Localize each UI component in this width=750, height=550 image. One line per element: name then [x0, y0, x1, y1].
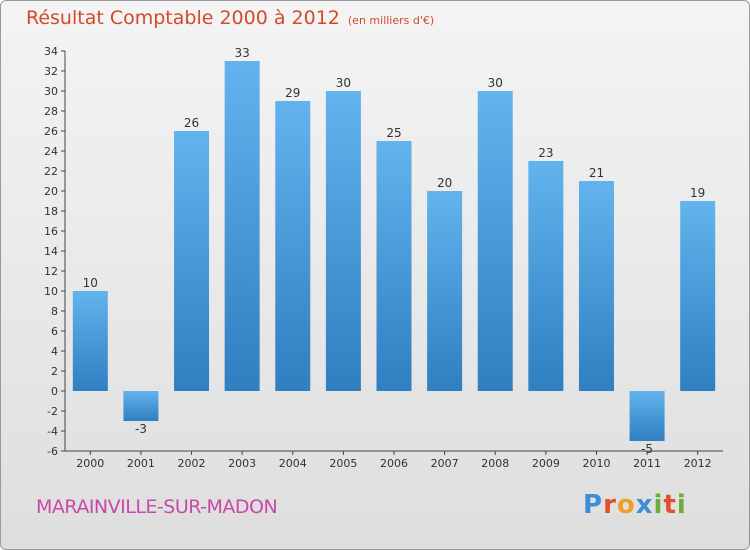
data-label: 25 — [386, 126, 401, 140]
logo-letter: o — [616, 490, 636, 520]
data-label: -3 — [135, 422, 147, 436]
logo-letter: i — [653, 490, 664, 520]
y-tick-label: 24 — [44, 145, 58, 158]
data-label: 26 — [184, 116, 199, 130]
chart-subtitle: (en milliers d'€) — [347, 14, 435, 27]
y-tick-label: 2 — [51, 365, 58, 378]
y-tick-label: 18 — [44, 205, 58, 218]
x-tick-label: 2008 — [481, 457, 509, 470]
logo-letter: t — [663, 490, 677, 520]
y-tick-label: 14 — [44, 245, 58, 258]
x-tick-label: 2001 — [127, 457, 155, 470]
bar — [275, 101, 311, 391]
logo-letter: r — [603, 490, 617, 520]
bar — [224, 61, 260, 391]
data-label: 10 — [83, 276, 98, 290]
y-tick-label: 22 — [44, 165, 58, 178]
logo-letter: i — [676, 490, 687, 520]
data-label: 30 — [336, 76, 351, 90]
data-label: 23 — [538, 146, 553, 160]
data-label: 21 — [589, 166, 604, 180]
y-tick-label: -4 — [47, 425, 58, 438]
x-tick-label: 2009 — [532, 457, 560, 470]
data-label: 30 — [488, 76, 503, 90]
bar — [174, 131, 210, 391]
y-tick-label: 20 — [44, 185, 58, 198]
y-tick-label: 12 — [44, 265, 58, 278]
proxiti-logo: Proxiti — [583, 490, 687, 520]
y-tick-label: 32 — [44, 65, 58, 78]
x-tick-label: 2004 — [279, 457, 307, 470]
commune-name: MARAINVILLE-SUR-MADON — [36, 496, 278, 518]
y-tick-label: 28 — [44, 105, 58, 118]
y-tick-label: 34 — [44, 45, 58, 58]
x-tick-label: 2007 — [431, 457, 459, 470]
y-tick-label: 16 — [44, 225, 58, 238]
data-label: 29 — [285, 86, 300, 100]
bar — [629, 391, 665, 441]
data-label: 20 — [437, 176, 452, 190]
data-label: 19 — [690, 186, 705, 200]
x-tick-label: 2003 — [228, 457, 256, 470]
x-tick-label: 2011 — [633, 457, 661, 470]
bar — [680, 201, 716, 391]
logo-letter: P — [583, 490, 604, 520]
y-tick-label: 8 — [51, 305, 58, 318]
bar — [528, 161, 564, 391]
x-tick-label: 2012 — [684, 457, 712, 470]
bar — [578, 181, 614, 391]
bar — [427, 191, 463, 391]
y-tick-label: 30 — [44, 85, 58, 98]
chart-title-text: Résultat Comptable 2000 à 2012 — [26, 7, 340, 29]
x-tick-label: 2000 — [76, 457, 104, 470]
x-tick-label: 2006 — [380, 457, 408, 470]
x-tick-label: 2002 — [178, 457, 206, 470]
y-tick-label: 26 — [44, 125, 58, 138]
y-tick-label: 4 — [51, 345, 58, 358]
data-label: -5 — [641, 442, 653, 456]
x-tick-label: 2010 — [582, 457, 610, 470]
bar — [376, 141, 412, 391]
y-tick-label: 10 — [44, 285, 58, 298]
chart-title: Résultat Comptable 2000 à 2012 (en millie… — [26, 7, 434, 29]
logo-letter: x — [635, 490, 654, 520]
y-tick-label: 6 — [51, 325, 58, 338]
bar — [477, 91, 513, 391]
bar — [325, 91, 361, 391]
data-label: 33 — [235, 46, 250, 60]
bar — [72, 291, 108, 391]
y-tick-label: 0 — [51, 385, 58, 398]
bar — [123, 391, 159, 421]
x-tick-label: 2005 — [329, 457, 357, 470]
y-tick-label: -2 — [47, 405, 58, 418]
y-tick-label: -6 — [47, 445, 58, 458]
